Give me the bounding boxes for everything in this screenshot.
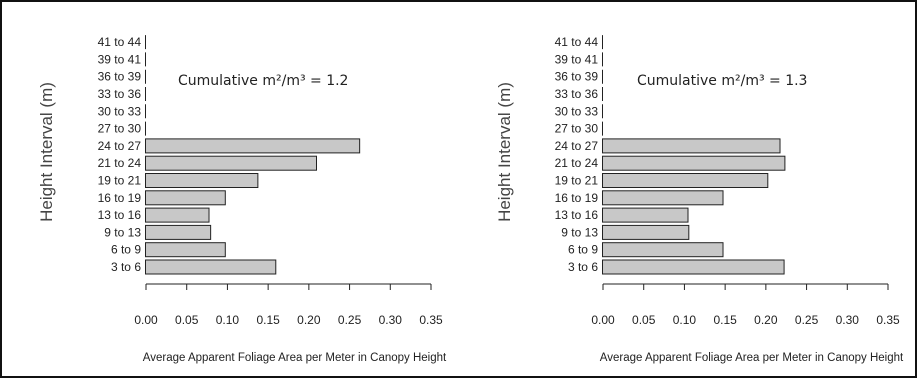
category-label: 24 to 27 bbox=[555, 139, 599, 153]
category-label: 39 to 41 bbox=[98, 52, 142, 66]
x-tick-label: 0.10 bbox=[673, 313, 697, 327]
y-axis-label: Height Interval (m) bbox=[495, 82, 514, 222]
category-label: 9 to 13 bbox=[104, 225, 141, 239]
bar bbox=[145, 173, 259, 188]
x-tick-label: 0.20 bbox=[297, 313, 321, 327]
bar bbox=[602, 207, 689, 223]
category-label: 13 to 16 bbox=[555, 208, 599, 222]
category-label: 27 to 30 bbox=[98, 122, 142, 136]
bar bbox=[602, 224, 690, 240]
category-label: 41 to 44 bbox=[555, 35, 599, 49]
category-label: 39 to 41 bbox=[555, 52, 599, 66]
category-label: 21 to 24 bbox=[98, 156, 142, 170]
category-label: 19 to 21 bbox=[98, 174, 142, 188]
category-label: 21 to 24 bbox=[555, 156, 599, 170]
category-label: 13 to 16 bbox=[98, 208, 142, 222]
category-label: 33 to 36 bbox=[98, 87, 142, 101]
category-label: 36 to 39 bbox=[98, 70, 142, 84]
bar bbox=[145, 207, 210, 223]
category-label: 30 to 33 bbox=[555, 104, 599, 118]
category-label: 6 to 9 bbox=[568, 243, 598, 257]
x-axis-label: Average Apparent Foliage Area per Meter … bbox=[600, 352, 904, 364]
chart-panel-2: Height Interval (m) Cumulative m²/m³ = 1.… bbox=[495, 35, 904, 364]
x-tick-label: 0.15 bbox=[256, 313, 280, 327]
x-tick-label: 0.10 bbox=[216, 313, 240, 327]
bar bbox=[145, 242, 226, 258]
x-tick-label: 0.30 bbox=[379, 313, 403, 327]
x-tick-label: 0.05 bbox=[632, 313, 656, 327]
y-axis-label: Height Interval (m) bbox=[37, 82, 56, 222]
bar bbox=[145, 224, 212, 240]
category-label: 24 to 27 bbox=[98, 139, 142, 153]
bar bbox=[602, 259, 785, 275]
x-tick-label: 0.35 bbox=[419, 313, 443, 327]
bar bbox=[602, 242, 724, 258]
x-axis-label: Average Apparent Foliage Area per Meter … bbox=[143, 352, 447, 364]
bar bbox=[145, 190, 226, 206]
category-label: 27 to 30 bbox=[555, 122, 599, 136]
category-label: 16 to 19 bbox=[98, 191, 142, 205]
category-label: 3 to 6 bbox=[111, 260, 141, 274]
category-label: 33 to 36 bbox=[555, 87, 599, 101]
x-tick-label: 0.00 bbox=[591, 313, 615, 327]
category-label: 36 to 39 bbox=[555, 70, 599, 84]
x-tick-label: 0.15 bbox=[713, 313, 737, 327]
x-tick-label: 0.35 bbox=[876, 313, 900, 327]
x-tick-label: 0.25 bbox=[338, 313, 362, 327]
bar bbox=[602, 173, 769, 188]
category-label: 9 to 13 bbox=[561, 225, 598, 239]
category-label: 19 to 21 bbox=[555, 174, 599, 188]
category-label: 30 to 33 bbox=[98, 104, 142, 118]
chart-panel-1: Height Interval (m) Cumulative m²/m³ = 1.… bbox=[37, 35, 447, 364]
cumulative-annotation: Cumulative m²/m³ = 1.3 bbox=[637, 73, 807, 89]
category-label: 41 to 44 bbox=[98, 35, 142, 49]
bar bbox=[602, 190, 724, 206]
x-tick-label: 0.30 bbox=[836, 313, 860, 327]
category-label: 3 to 6 bbox=[568, 260, 598, 274]
x-tick-label: 0.05 bbox=[175, 313, 199, 327]
bar bbox=[602, 138, 781, 154]
category-label: 16 to 19 bbox=[555, 191, 599, 205]
category-label: 6 to 9 bbox=[111, 243, 141, 257]
x-tick-label: 0.20 bbox=[754, 313, 778, 327]
x-tick-label: 0.00 bbox=[134, 313, 158, 327]
x-tick-label: 0.25 bbox=[795, 313, 819, 327]
bar bbox=[145, 259, 277, 275]
cumulative-annotation: Cumulative m²/m³ = 1.2 bbox=[178, 73, 348, 89]
bar bbox=[602, 155, 786, 171]
bar bbox=[145, 155, 317, 171]
bar bbox=[145, 138, 361, 154]
